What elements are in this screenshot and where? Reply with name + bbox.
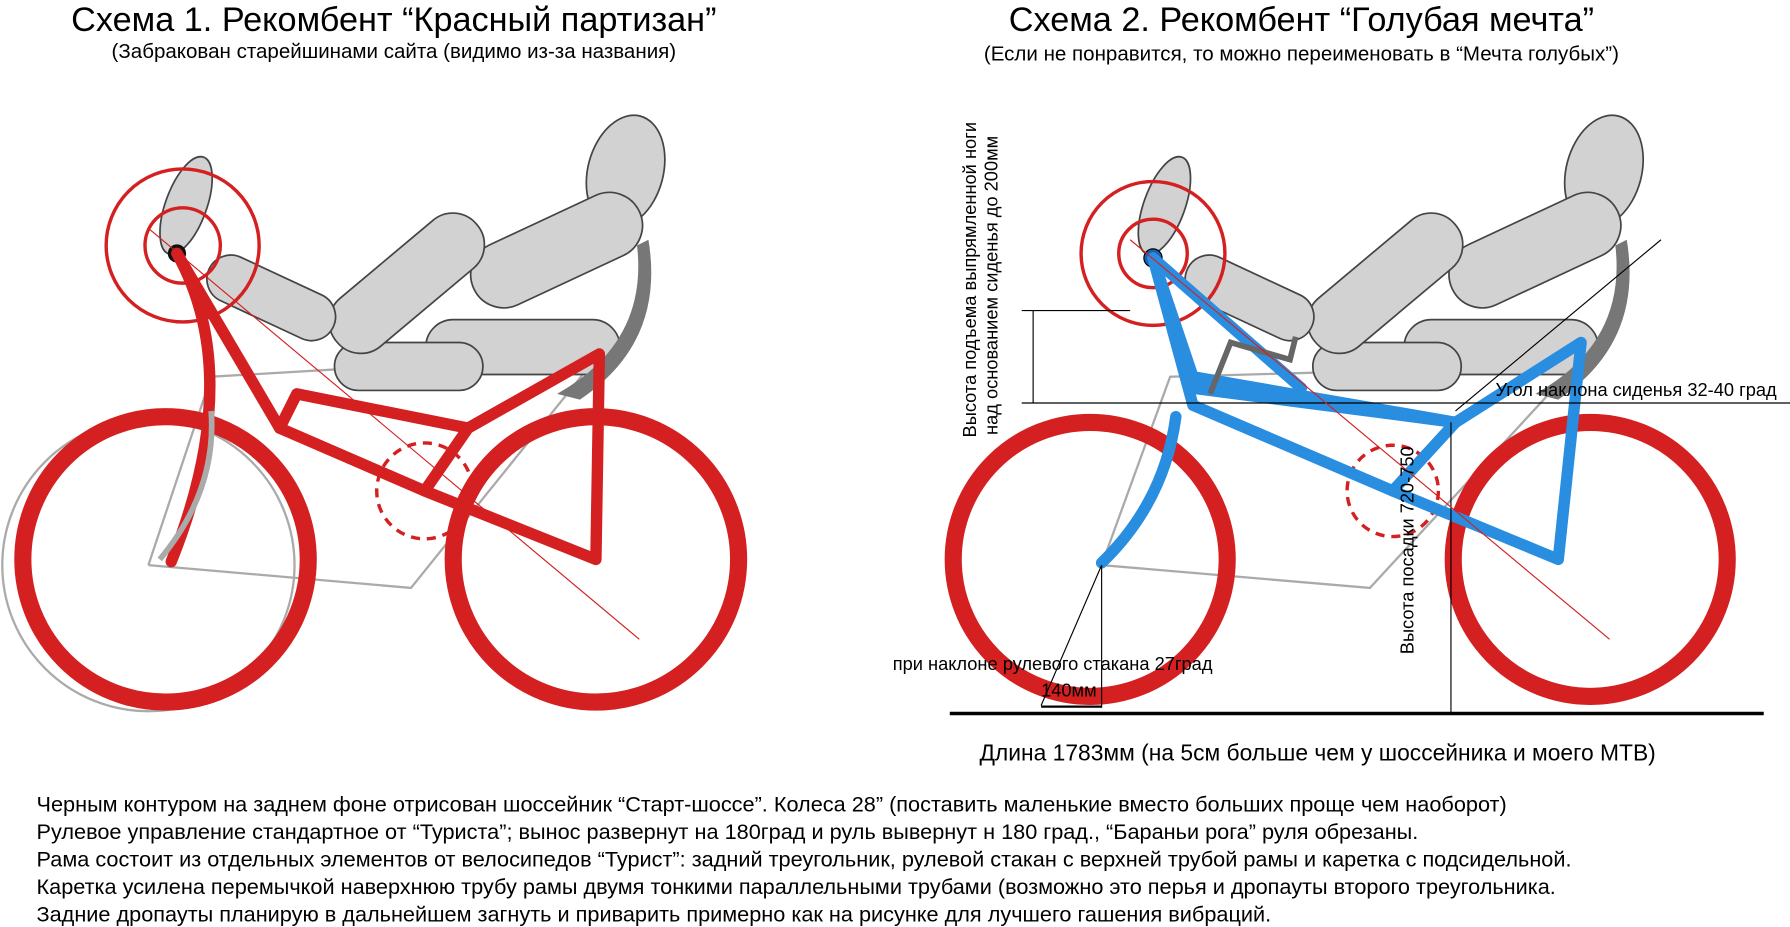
note: Черным контуром на заднем фоне отрисован…	[37, 792, 1507, 817]
shape	[148, 227, 640, 640]
shape	[1147, 252, 1587, 566]
shape	[1207, 336, 1299, 395]
shape	[1345, 443, 1441, 539]
shape	[1455, 239, 1662, 412]
annotation: Высота подъема выпрямленной ноги	[959, 122, 980, 437]
annotation: Угол наклона сиденья 32-40 град	[1495, 379, 1777, 400]
shape	[1079, 179, 1227, 328]
scheme-subtitle: (Если не понравится, то можно переименов…	[984, 43, 1619, 66]
shape	[375, 441, 475, 541]
shape	[1040, 564, 1103, 706]
shape	[171, 247, 606, 566]
scheme-subtitle: (Забракован старейшинами сайта (видимо и…	[112, 40, 677, 63]
note: Каретка усилена перемычкой наверхнюю тру…	[37, 874, 1556, 899]
shape	[143, 206, 223, 285]
annotation: над основанием сиденья до 200мм	[981, 136, 1002, 435]
bike-2	[944, 105, 1790, 716]
shape	[1117, 217, 1189, 290]
scheme-title: Схема 1. Рекомбент “Красный партизан”	[71, 1, 716, 39]
shape	[157, 410, 215, 562]
length-note: Длина 1783мм (на 5см больше чем у шоссей…	[979, 739, 1655, 765]
shape	[1129, 239, 1610, 640]
note: Задние дропауты планирую в дальнейшем за…	[37, 901, 1272, 926]
shape	[104, 167, 261, 324]
shape	[14, 408, 317, 711]
shape	[1187, 382, 1462, 497]
bike-1	[1, 105, 748, 713]
shape	[1095, 410, 1182, 569]
shape	[944, 413, 1236, 705]
annotation: при наклоне рулевого стакана 27град	[893, 653, 1213, 674]
note: Рама состоит из отдельных элементов от в…	[37, 846, 1572, 871]
note: Рулевое управление стандартное от “Турис…	[37, 819, 1419, 844]
annotation: 140мм	[1041, 679, 1097, 700]
annotation: Высота посадки 720-750	[1396, 446, 1417, 654]
scheme-title: Схема 2. Рекомбент “Голубая мечта”	[1009, 1, 1594, 39]
shape	[273, 422, 431, 497]
shape	[1444, 413, 1736, 705]
